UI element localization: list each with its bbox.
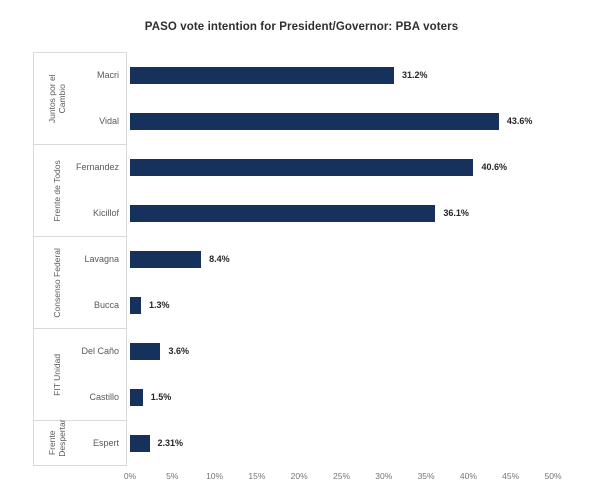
x-tick-label: 15% — [248, 471, 266, 481]
party-label-cell: Consenso Federal — [34, 237, 81, 328]
candidate-label: Bucca — [93, 299, 119, 310]
bar-castillo — [130, 388, 143, 406]
x-tick-label: 10% — [206, 471, 224, 481]
x-tick-label: 5% — [166, 471, 179, 481]
value-label: 2.31% — [157, 437, 184, 448]
chart-title: PASO vote intention for President/Govern… — [144, 21, 459, 33]
bar-kicillof — [130, 204, 436, 222]
party-label-cell: FIT Unidad — [34, 329, 81, 420]
candidate-label: Castillo — [89, 391, 119, 402]
value-label: 1.3% — [148, 299, 170, 310]
value-label: 31.2% — [401, 69, 428, 80]
bar-bucca — [130, 296, 141, 314]
value-label: 43.6% — [506, 115, 533, 126]
value-label: 40.6% — [481, 161, 507, 172]
party-group-box: Juntos por el Cambio — [33, 52, 127, 144]
party-group-box: FIT Unidad — [33, 328, 127, 420]
value-label: 36.1% — [443, 207, 469, 218]
x-tick-label: 30% — [375, 471, 393, 481]
candidate-label: Espert — [92, 437, 119, 448]
candidate-label: Macri — [97, 69, 119, 80]
party-group-box: Frente Despertar — [33, 420, 127, 466]
bar-lavagna — [130, 250, 202, 268]
candidate-label: Del Caño — [81, 345, 119, 356]
x-tick-label: 20% — [290, 471, 308, 481]
x-tick-label: 45% — [502, 471, 520, 481]
bar-macri — [130, 66, 394, 84]
value-label: 1.5% — [150, 391, 172, 402]
value-label: 8.4% — [209, 253, 230, 264]
value-label: 3.6% — [168, 345, 189, 356]
x-tick-label: 0% — [123, 471, 137, 481]
x-tick-label: 25% — [332, 471, 350, 481]
party-group-box: Frente de Todos — [33, 144, 127, 236]
candidate-label: Lavagna — [84, 253, 119, 264]
bar-espert — [130, 434, 150, 452]
party-group-box: Consenso Federal — [33, 236, 127, 328]
candidate-label: Kicillof — [92, 207, 119, 218]
x-tick-label: 35% — [417, 471, 435, 481]
party-label-cell: Juntos por el Cambio — [34, 53, 81, 144]
candidate-label: Vidal — [99, 115, 119, 126]
bar-vidal — [130, 112, 499, 130]
bar-fernandez — [130, 158, 474, 176]
x-tick-label: 40% — [459, 471, 477, 481]
bar-del-caño — [130, 342, 161, 360]
candidate-label: Fernandez — [75, 161, 119, 172]
party-label-cell: Frente de Todos — [34, 145, 81, 236]
x-tick-label: 50% — [544, 471, 562, 481]
